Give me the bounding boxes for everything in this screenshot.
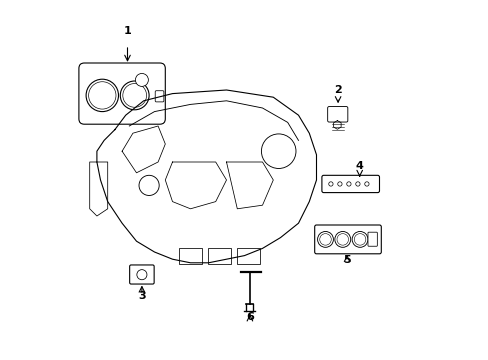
- Circle shape: [317, 231, 333, 247]
- Circle shape: [137, 270, 146, 280]
- Circle shape: [135, 73, 148, 86]
- Circle shape: [336, 234, 348, 245]
- Text: 5: 5: [343, 255, 350, 265]
- FancyBboxPatch shape: [236, 248, 259, 264]
- FancyBboxPatch shape: [79, 63, 165, 124]
- FancyBboxPatch shape: [321, 175, 379, 193]
- Circle shape: [334, 231, 350, 247]
- Text: 2: 2: [333, 85, 341, 95]
- FancyBboxPatch shape: [155, 91, 163, 102]
- Circle shape: [364, 182, 368, 186]
- Circle shape: [88, 82, 116, 109]
- Circle shape: [261, 134, 295, 168]
- Text: 3: 3: [138, 291, 145, 301]
- Circle shape: [337, 182, 342, 186]
- Circle shape: [86, 79, 118, 112]
- Text: 6: 6: [245, 312, 253, 322]
- Circle shape: [354, 234, 365, 245]
- FancyBboxPatch shape: [314, 225, 381, 254]
- Circle shape: [346, 182, 350, 186]
- FancyBboxPatch shape: [179, 248, 202, 264]
- Circle shape: [328, 182, 332, 186]
- Circle shape: [139, 175, 159, 195]
- Text: 4: 4: [355, 161, 363, 171]
- Circle shape: [319, 234, 330, 245]
- Circle shape: [355, 182, 359, 186]
- Circle shape: [351, 231, 367, 247]
- Circle shape: [120, 81, 149, 110]
- FancyBboxPatch shape: [207, 248, 230, 264]
- Text: 1: 1: [123, 26, 131, 36]
- FancyBboxPatch shape: [367, 232, 377, 246]
- FancyBboxPatch shape: [129, 265, 154, 284]
- FancyBboxPatch shape: [327, 107, 347, 122]
- Circle shape: [122, 84, 146, 107]
